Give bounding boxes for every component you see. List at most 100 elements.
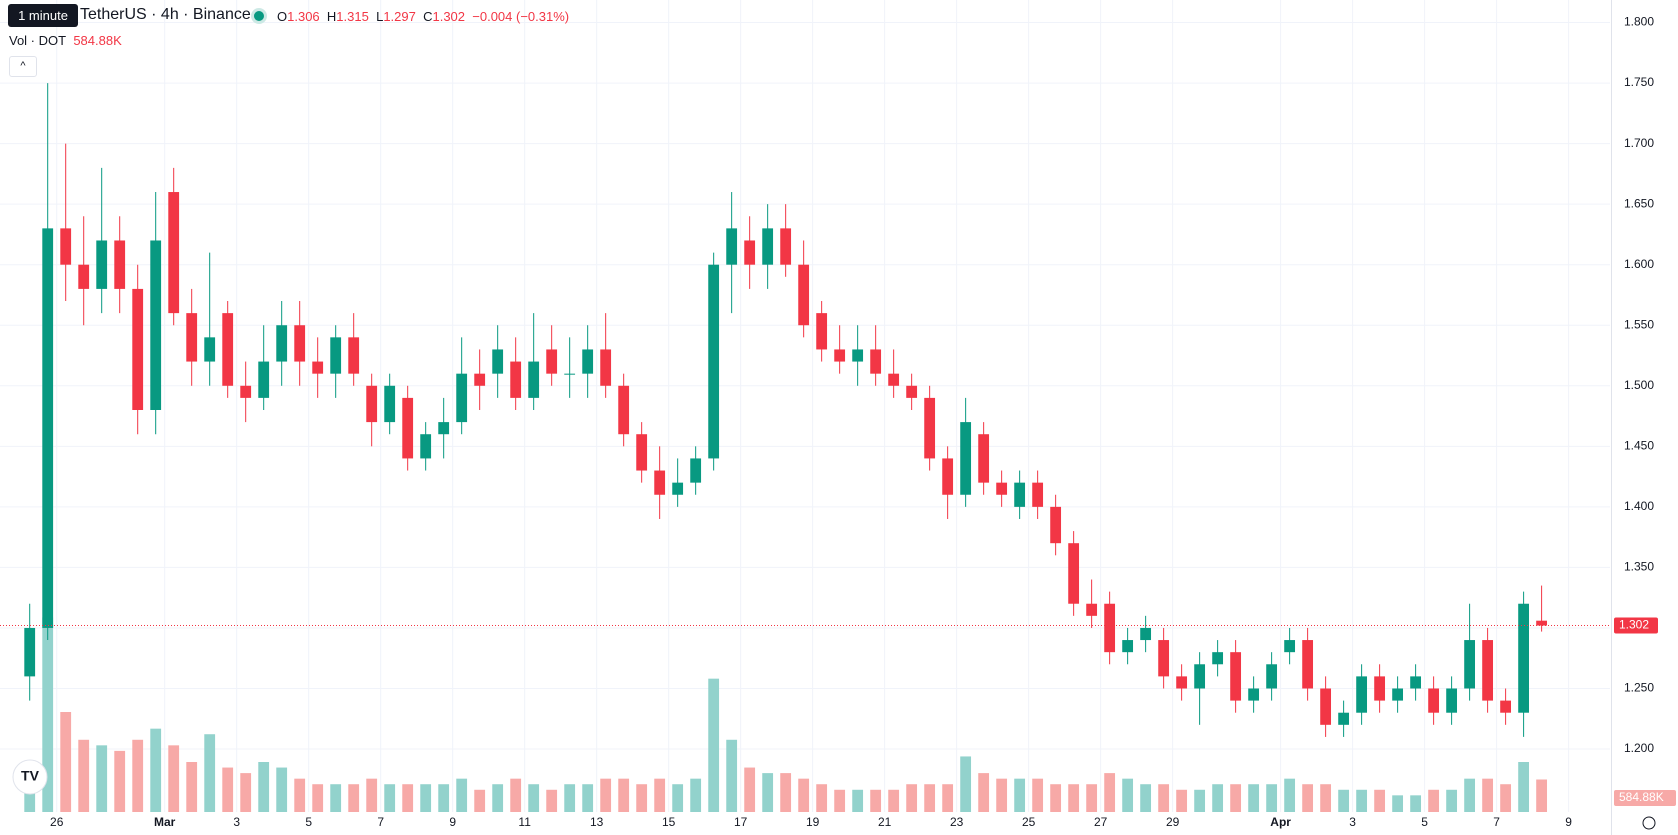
candle-body — [1266, 664, 1278, 689]
candle-body — [330, 337, 342, 374]
candle-body — [1140, 627, 1152, 641]
x-tick-label: 11 — [518, 815, 531, 829]
candle-body — [186, 313, 198, 362]
candle-body — [870, 349, 882, 374]
symbol[interactable]: TetherUS · 4h · Binance — [80, 6, 251, 23]
candle-body — [924, 397, 936, 459]
volume-bar — [618, 778, 630, 812]
candle-body — [276, 325, 288, 362]
candle-body — [564, 373, 576, 375]
y-tick-label: 1.700 — [1624, 136, 1654, 150]
candle-body — [726, 228, 738, 265]
candle-body — [690, 458, 702, 483]
volume-bar — [888, 789, 900, 812]
volume-bar — [474, 789, 486, 812]
volume-bar — [222, 767, 234, 812]
volume-bar — [510, 778, 522, 812]
volume-bar — [1194, 789, 1206, 812]
volume-bar — [1536, 779, 1548, 812]
volume-bar — [312, 784, 324, 812]
volume-bar — [690, 778, 702, 812]
volume-bar — [726, 739, 738, 812]
volume-bar — [186, 762, 198, 812]
candle-body — [42, 228, 54, 628]
candle-body — [1122, 640, 1134, 653]
candle-body — [1194, 664, 1206, 689]
candle-body — [1392, 688, 1404, 701]
candle-body — [240, 385, 252, 398]
y-tick-label: 1.350 — [1624, 560, 1654, 574]
x-tick-label: 15 — [662, 815, 676, 829]
change: −0.004 (−0.31%) — [472, 9, 570, 24]
candle-body — [1320, 688, 1332, 725]
candle-body — [60, 228, 72, 265]
x-tick-label: 26 — [50, 815, 64, 829]
settings-icon[interactable] — [1642, 816, 1656, 830]
volume-bar — [492, 784, 504, 812]
x-tick-label: 3 — [1349, 815, 1356, 829]
y-tick-label: 1.200 — [1624, 741, 1654, 755]
candle-body — [438, 422, 450, 435]
candle-body — [960, 422, 972, 495]
volume-bar — [402, 784, 414, 812]
volume-bar — [528, 784, 540, 812]
l-label: L — [376, 9, 384, 24]
close: 1.302 — [432, 9, 466, 24]
candle-body — [1248, 688, 1260, 701]
volume-bar — [132, 739, 144, 812]
candle-body — [492, 349, 504, 374]
candle-body — [348, 337, 360, 374]
logo-mark: TV — [21, 768, 40, 784]
x-tick-label: Apr — [1270, 815, 1291, 829]
volume-bar — [1284, 778, 1296, 812]
volume-bar — [1320, 784, 1332, 812]
y-tick-label: 1.800 — [1624, 15, 1654, 29]
volume-bar — [1464, 778, 1476, 812]
candle-body — [96, 240, 108, 289]
candle-body — [582, 349, 594, 374]
volume-bar — [744, 767, 756, 812]
volume-bar — [348, 784, 360, 812]
volume-bar — [852, 789, 864, 812]
candle-body — [798, 264, 810, 326]
volume-bar — [546, 789, 558, 812]
volume-bar — [294, 778, 306, 812]
last-price-box — [1614, 617, 1658, 634]
logo[interactable] — [12, 759, 48, 795]
volume-bar — [420, 784, 432, 812]
candle-body — [1032, 482, 1044, 507]
candle-body — [1176, 676, 1188, 689]
candle-body — [1428, 688, 1440, 713]
volume-bar — [1140, 784, 1152, 812]
x-tick-label: 7 — [1493, 815, 1500, 829]
candle-body — [366, 385, 378, 423]
axis-border — [1611, 0, 1612, 835]
candle-body — [312, 361, 324, 374]
last-volume-label: 584.88K — [1619, 790, 1664, 804]
candle-body — [1500, 700, 1512, 713]
volume-bar — [600, 778, 612, 812]
x-tick-label: 5 — [1421, 815, 1428, 829]
candle-body — [1410, 676, 1422, 689]
volume-bar — [978, 773, 990, 812]
high: 1.315 — [336, 9, 369, 24]
volume-bar — [1014, 778, 1026, 812]
last-price-label: 1.302 — [1619, 618, 1649, 632]
volume-legend: Vol · DOT 584.88K — [9, 33, 122, 48]
volume-bar — [1446, 789, 1458, 812]
candle-body — [618, 385, 630, 435]
candle-body — [1518, 603, 1530, 713]
volume-bar — [258, 762, 270, 812]
candle-body — [114, 240, 126, 289]
x-tick-label: 7 — [377, 815, 384, 829]
y-tick-label: 1.400 — [1624, 499, 1654, 513]
candle-body — [942, 458, 954, 495]
volume-bar — [42, 617, 54, 812]
volume-bar — [1086, 784, 1098, 812]
vol-label: Vol · DOT — [9, 33, 67, 48]
x-tick-label: 27 — [1094, 815, 1108, 829]
collapse-button[interactable]: ^ — [9, 56, 37, 77]
candle-body — [636, 434, 648, 471]
tooltip: 1 minute — [8, 4, 78, 27]
candle-body — [996, 482, 1008, 495]
